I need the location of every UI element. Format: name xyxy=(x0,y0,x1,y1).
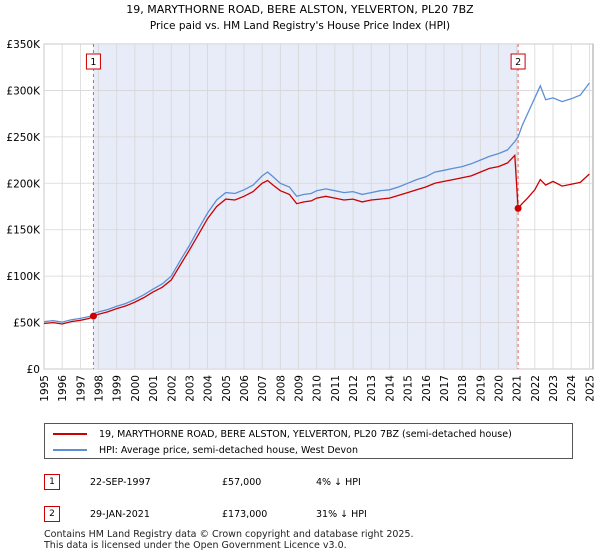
sale-1-point xyxy=(89,312,97,320)
x-tick-label: 2018 xyxy=(457,375,469,402)
sale-2-chart-badge: 2 xyxy=(510,53,526,70)
legend-label-hpi: HPI: Average price, semi-detached house,… xyxy=(99,444,358,456)
x-tick-label: 2025 xyxy=(584,375,596,402)
x-tick-label: 2016 xyxy=(421,375,433,402)
sale-date: 29-JAN-2021 xyxy=(90,509,150,520)
y-tick-label: £200K xyxy=(6,178,41,190)
legend: 19, MARYTHORNE ROAD, BERE ALSTON, YELVER… xyxy=(44,423,573,459)
sale-row: 1 22-SEP-1997 £57,000 4% ↓ HPI xyxy=(44,474,584,492)
x-tick-label: 2015 xyxy=(403,375,415,402)
x-tick-label: 2020 xyxy=(493,375,505,402)
footer-copyright: Contains HM Land Registry data © Crown c… xyxy=(44,529,414,540)
y-tick-label: £0 xyxy=(27,364,40,376)
x-tick-label: 2004 xyxy=(203,375,215,402)
x-tick-label: 2005 xyxy=(221,375,233,402)
x-tick-label: 1999 xyxy=(112,375,124,402)
x-tick-label: 2007 xyxy=(257,375,269,402)
sale-price: £173,000 xyxy=(222,509,268,520)
svg-text:1: 1 xyxy=(90,57,96,68)
sale-badge: 2 xyxy=(44,506,60,522)
x-tick-label: 2010 xyxy=(312,375,324,402)
legend-item-hpi: HPI: Average price, semi-detached house,… xyxy=(53,442,358,458)
x-tick-label: 1998 xyxy=(94,375,106,402)
x-tick-label: 2013 xyxy=(366,375,378,402)
sale-row: 2 29-JAN-2021 £173,000 31% ↓ HPI xyxy=(44,506,584,524)
x-tick-label: 2006 xyxy=(239,375,251,402)
x-tick-label: 2008 xyxy=(275,375,287,402)
legend-label-property: 19, MARYTHORNE ROAD, BERE ALSTON, YELVER… xyxy=(99,428,512,440)
legend-swatch-hpi xyxy=(53,449,87,451)
x-tick-label: 2000 xyxy=(130,375,142,402)
x-tick-label: 1995 xyxy=(39,375,51,402)
x-tick-label: 2024 xyxy=(566,375,578,402)
property-series-line xyxy=(43,153,590,325)
x-axis: 1995 1996 1997 1998 1999 2000 2001 2002 2003 2004… xyxy=(39,375,596,402)
chart-subtitle: Price paid vs. HM Land Registry's House … xyxy=(150,20,450,32)
legend-swatch-property xyxy=(53,433,87,435)
x-tick-label: 2019 xyxy=(475,375,487,402)
hpi-series-line xyxy=(43,82,590,323)
y-tick-label: £300K xyxy=(6,85,41,97)
y-axis: £0 £50K £100K £150K £200K £250K £300K £350K xyxy=(6,39,41,376)
svg-text:2: 2 xyxy=(515,57,521,68)
sale-price: £57,000 xyxy=(222,477,262,488)
x-tick-label: 2009 xyxy=(294,375,306,402)
x-tick-label: 2014 xyxy=(384,375,396,402)
x-tick-label: 2022 xyxy=(530,375,542,402)
y-tick-label: £50K xyxy=(13,318,41,330)
y-tick-label: £100K xyxy=(6,271,41,283)
y-tick-label: £350K xyxy=(6,39,41,51)
sale-hpi-diff: 31% ↓ HPI xyxy=(316,509,367,520)
price-chart: 19, MARYTHORNE ROAD, BERE ALSTON, YELVER… xyxy=(6,3,596,402)
sale-2-point xyxy=(514,204,522,212)
x-tick-label: 2023 xyxy=(548,375,560,402)
x-tick-label: 2002 xyxy=(166,375,178,402)
y-tick-label: £250K xyxy=(6,132,41,144)
y-tick-label: £150K xyxy=(6,225,41,237)
chart-title: 19, MARYTHORNE ROAD, BERE ALSTON, YELVER… xyxy=(126,3,474,16)
sale-1-chart-badge: 1 xyxy=(85,53,101,70)
x-tick-label: 2001 xyxy=(148,375,160,402)
x-tick-label: 1997 xyxy=(75,375,87,402)
x-tick-label: 2011 xyxy=(330,375,342,402)
legend-item-property: 19, MARYTHORNE ROAD, BERE ALSTON, YELVER… xyxy=(53,426,512,442)
sale-hpi-diff: 4% ↓ HPI xyxy=(316,477,361,488)
x-tick-label: 2017 xyxy=(439,375,451,402)
footer: Contains HM Land Registry data © Crown c… xyxy=(44,529,414,551)
footer-licence: This data is licensed under the Open Gov… xyxy=(44,539,347,551)
x-tick-label: 2021 xyxy=(512,375,524,402)
x-tick-label: 2012 xyxy=(348,375,360,402)
x-tick-label: 1996 xyxy=(57,375,69,402)
ownership-shade xyxy=(93,44,519,369)
sale-date: 22-SEP-1997 xyxy=(90,477,151,488)
x-tick-label: 2003 xyxy=(184,375,196,402)
sale-badge: 1 xyxy=(44,474,60,490)
